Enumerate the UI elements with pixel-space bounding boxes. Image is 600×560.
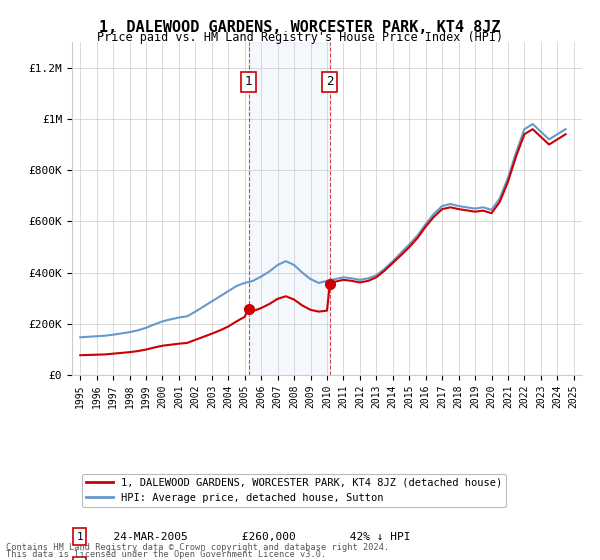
Text: Price paid vs. HM Land Registry's House Price Index (HPI): Price paid vs. HM Land Registry's House … (97, 31, 503, 44)
Text: 1: 1 (245, 76, 252, 88)
Text: 24-MAR-2005        £260,000        42% ↓ HPI: 24-MAR-2005 £260,000 42% ↓ HPI (100, 532, 410, 542)
Text: 2: 2 (326, 76, 334, 88)
Text: Contains HM Land Registry data © Crown copyright and database right 2024.: Contains HM Land Registry data © Crown c… (6, 543, 389, 552)
Text: This data is licensed under the Open Government Licence v3.0.: This data is licensed under the Open Gov… (6, 550, 326, 559)
Legend: 1, DALEWOOD GARDENS, WORCESTER PARK, KT4 8JZ (detached house), HPI: Average pric: 1, DALEWOOD GARDENS, WORCESTER PARK, KT4… (82, 474, 506, 507)
Text: 1, DALEWOOD GARDENS, WORCESTER PARK, KT4 8JZ: 1, DALEWOOD GARDENS, WORCESTER PARK, KT4… (99, 20, 501, 35)
Bar (248, 42, 330, 375)
Text: 1: 1 (76, 532, 83, 542)
